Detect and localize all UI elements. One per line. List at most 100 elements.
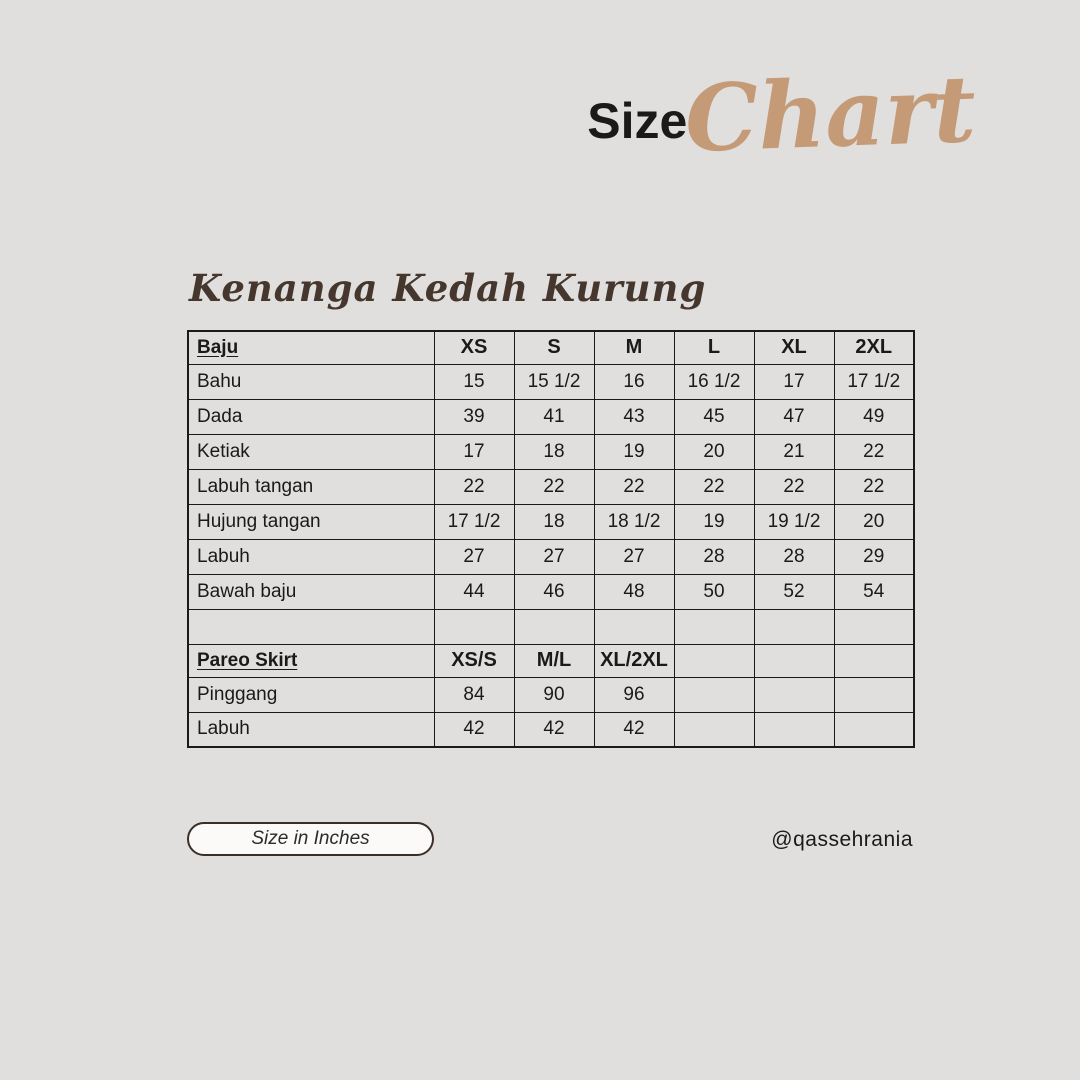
table-row: Hujung tangan 17 1/2 18 18 1/2 19 19 1/2 20 bbox=[187, 503, 915, 540]
brand-title-script: Chart bbox=[683, 54, 978, 174]
measurement-value-cell: 19 1/2 bbox=[753, 503, 835, 540]
spacer-cell bbox=[187, 608, 435, 645]
measurement-value-cell bbox=[753, 676, 835, 713]
measurement-label-cell: Ketiak bbox=[187, 433, 435, 470]
measurement-value-cell: 44 bbox=[433, 573, 515, 610]
measurement-value-cell: 18 bbox=[513, 503, 595, 540]
measurement-label-cell: Labuh tangan bbox=[187, 468, 435, 505]
measurement-value-cell: 46 bbox=[513, 573, 595, 610]
measurement-label-cell: Labuh bbox=[187, 711, 435, 748]
measurement-value-cell: 42 bbox=[593, 711, 675, 748]
table-row: Labuh 42 42 42 bbox=[187, 711, 915, 748]
table-section-header-row: Pareo Skirt XS/S M/L XL/2XL bbox=[187, 643, 915, 678]
measurement-value-cell: 20 bbox=[833, 503, 915, 540]
size-header-cell bbox=[673, 643, 755, 678]
measurement-value-cell: 28 bbox=[673, 538, 755, 575]
measurement-value-cell: 22 bbox=[833, 433, 915, 470]
size-header-cell: M bbox=[593, 330, 675, 365]
measurement-label-cell: Bawah baju bbox=[187, 573, 435, 610]
measurement-label-cell: Bahu bbox=[187, 363, 435, 400]
measurement-value-cell: 45 bbox=[673, 398, 755, 435]
measurement-value-cell: 20 bbox=[673, 433, 755, 470]
table-row: Pinggang 84 90 96 bbox=[187, 676, 915, 713]
size-header-cell: XL bbox=[753, 330, 835, 365]
table-section-header-row: Baju XS S M L XL 2XL bbox=[187, 330, 915, 365]
spacer-cell bbox=[753, 608, 835, 645]
measurement-value-cell: 22 bbox=[513, 468, 595, 505]
measurement-value-cell: 16 1/2 bbox=[673, 363, 755, 400]
measurement-value-cell: 22 bbox=[833, 468, 915, 505]
measurement-value-cell: 27 bbox=[593, 538, 675, 575]
measurement-value-cell: 27 bbox=[433, 538, 515, 575]
measurement-value-cell: 15 bbox=[433, 363, 515, 400]
product-title: Kenanga Kedah Kurung bbox=[189, 266, 707, 310]
table-row: Labuh 27 27 27 28 28 29 bbox=[187, 538, 915, 575]
table-row: Labuh tangan 22 22 22 22 22 22 bbox=[187, 468, 915, 505]
table-row: Bawah baju 44 46 48 50 52 54 bbox=[187, 573, 915, 610]
measurement-value-cell: 52 bbox=[753, 573, 835, 610]
measurement-value-cell: 17 bbox=[433, 433, 515, 470]
size-header-cell: 2XL bbox=[833, 330, 915, 365]
size-header-cell: XS bbox=[433, 330, 515, 365]
measurement-value-cell: 90 bbox=[513, 676, 595, 713]
measurement-value-cell: 18 bbox=[513, 433, 595, 470]
measurement-value-cell bbox=[833, 711, 915, 748]
brand-title: Size Chart bbox=[587, 55, 978, 173]
measurement-value-cell: 17 bbox=[753, 363, 835, 400]
measurement-value-cell: 47 bbox=[753, 398, 835, 435]
table-row: Dada 39 41 43 45 47 49 bbox=[187, 398, 915, 435]
spacer-cell bbox=[593, 608, 675, 645]
measurement-value-cell: 19 bbox=[673, 503, 755, 540]
spacer-cell bbox=[513, 608, 595, 645]
measurement-label-cell: Dada bbox=[187, 398, 435, 435]
measurement-value-cell: 27 bbox=[513, 538, 595, 575]
unit-note-pill: Size in Inches bbox=[187, 822, 434, 856]
measurement-value-cell: 22 bbox=[433, 468, 515, 505]
measurement-value-cell bbox=[753, 711, 835, 748]
size-header-cell: XL/2XL bbox=[593, 643, 675, 678]
measurement-value-cell: 17 1/2 bbox=[433, 503, 515, 540]
measurement-value-cell: 22 bbox=[593, 468, 675, 505]
measurement-value-cell: 50 bbox=[673, 573, 755, 610]
spacer-cell bbox=[673, 608, 755, 645]
measurement-value-cell: 42 bbox=[513, 711, 595, 748]
table-row: Bahu 15 15 1/2 16 16 1/2 17 17 1/2 bbox=[187, 363, 915, 400]
spacer-cell bbox=[433, 608, 515, 645]
table-spacer-row bbox=[187, 608, 915, 645]
measurement-value-cell: 18 1/2 bbox=[593, 503, 675, 540]
measurement-value-cell: 15 1/2 bbox=[513, 363, 595, 400]
measurement-value-cell: 28 bbox=[753, 538, 835, 575]
measurement-value-cell: 54 bbox=[833, 573, 915, 610]
section-name-cell: Pareo Skirt bbox=[187, 643, 435, 678]
spacer-cell bbox=[833, 608, 915, 645]
section-name-cell: Baju bbox=[187, 330, 435, 365]
size-header-cell: S bbox=[513, 330, 595, 365]
measurement-value-cell: 22 bbox=[753, 468, 835, 505]
brand-title-sans: Size bbox=[587, 93, 688, 149]
measurement-value-cell: 96 bbox=[593, 676, 675, 713]
measurement-value-cell: 29 bbox=[833, 538, 915, 575]
measurement-value-cell: 84 bbox=[433, 676, 515, 713]
measurement-value-cell: 42 bbox=[433, 711, 515, 748]
measurement-value-cell bbox=[673, 676, 755, 713]
measurement-label-cell: Labuh bbox=[187, 538, 435, 575]
measurement-label-cell: Pinggang bbox=[187, 676, 435, 713]
measurement-value-cell: 21 bbox=[753, 433, 835, 470]
size-table: Baju XS S M L XL 2XL Bahu 15 15 1/2 16 16 1/2 17 17 1… bbox=[187, 330, 915, 748]
measurement-value-cell: 48 bbox=[593, 573, 675, 610]
size-header-cell bbox=[753, 643, 835, 678]
size-header-cell: L bbox=[673, 330, 755, 365]
measurement-value-cell: 43 bbox=[593, 398, 675, 435]
measurement-value-cell: 39 bbox=[433, 398, 515, 435]
measurement-label-cell: Hujung tangan bbox=[187, 503, 435, 540]
unit-note-label: Size in Inches bbox=[251, 828, 370, 849]
measurement-value-cell: 22 bbox=[673, 468, 755, 505]
size-header-cell: M/L bbox=[513, 643, 595, 678]
measurement-value-cell: 17 1/2 bbox=[833, 363, 915, 400]
size-header-cell: XS/S bbox=[433, 643, 515, 678]
measurement-value-cell: 19 bbox=[593, 433, 675, 470]
size-header-cell bbox=[833, 643, 915, 678]
measurement-value-cell bbox=[673, 711, 755, 748]
measurement-value-cell: 49 bbox=[833, 398, 915, 435]
